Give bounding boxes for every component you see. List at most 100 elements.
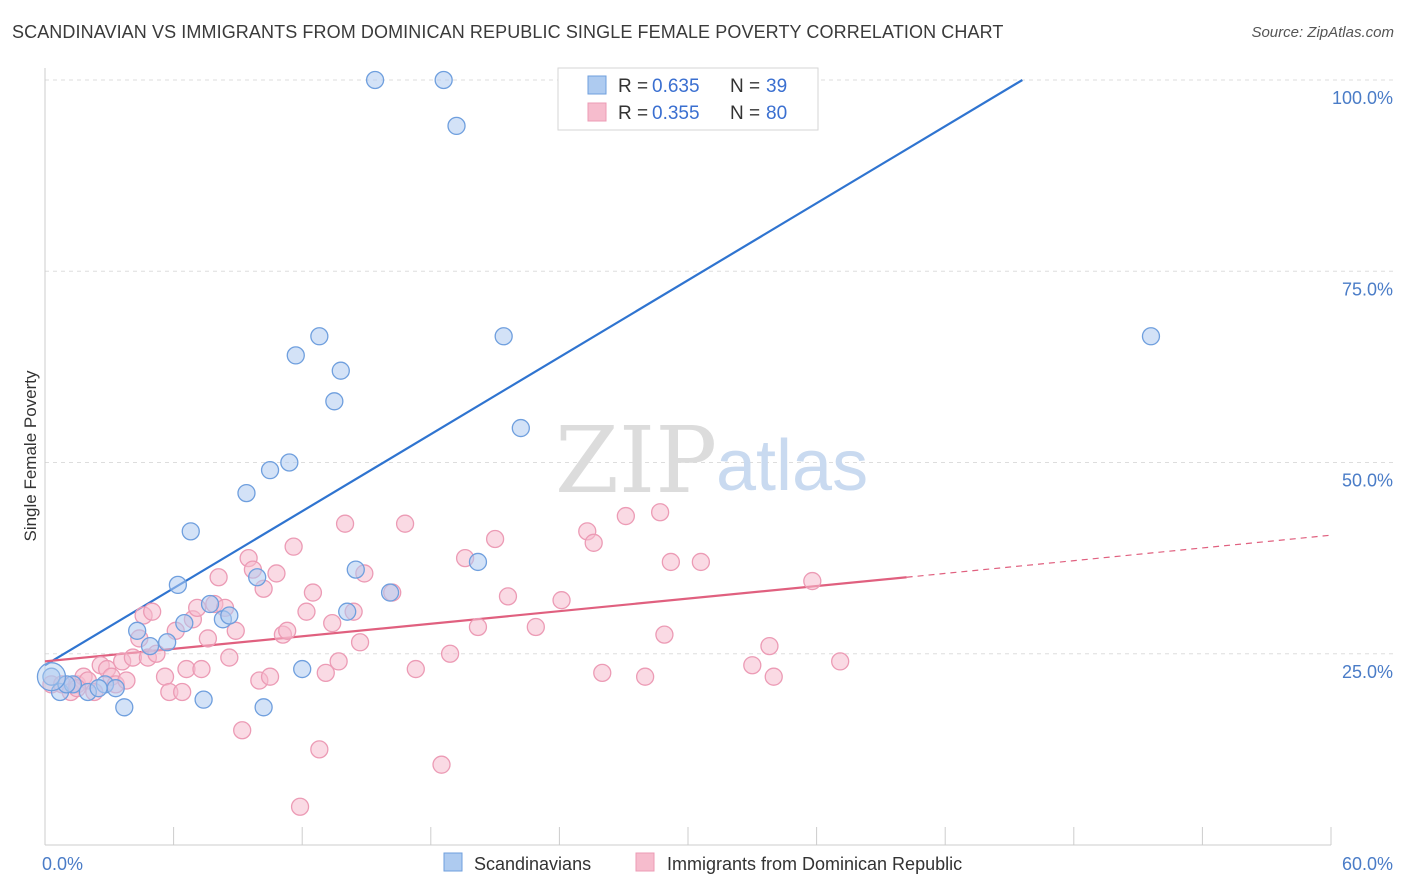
point-dominican-45 xyxy=(303,583,323,602)
point-dominican-43 xyxy=(290,797,310,816)
trend-line-scandinavians xyxy=(44,79,1023,667)
point-scandinavians-21 xyxy=(280,453,299,472)
point-dominican-72 xyxy=(661,552,681,572)
point-dominican-58 xyxy=(440,644,460,663)
point-dominican-29 xyxy=(209,568,228,587)
point-dominican-67 xyxy=(593,663,612,683)
point-dominican-32 xyxy=(226,621,245,640)
watermark-zip: ZIP xyxy=(555,407,717,514)
point-scandinavians-0 xyxy=(42,667,61,686)
point-scandinavians-12 xyxy=(181,522,200,541)
bottom-legend-label-scandinavians: Scandinavians xyxy=(474,854,591,874)
point-dominican-68 xyxy=(616,506,635,526)
point-scandinavians-19 xyxy=(254,698,273,717)
point-dominican-50 xyxy=(335,514,355,533)
trend-line-dominican-extension xyxy=(906,534,1332,578)
point-scandinavians-36 xyxy=(1141,327,1161,346)
point-dominican-63 xyxy=(526,617,545,637)
point-cluster-origin xyxy=(36,662,67,692)
point-dominican-77 xyxy=(803,571,822,591)
point-dominican-22 xyxy=(173,682,192,702)
point-dominican-47 xyxy=(316,663,335,683)
point-dominican-27 xyxy=(198,629,218,648)
point-scandinavians-26 xyxy=(331,361,350,380)
point-dominican-55 xyxy=(395,514,415,533)
point-dominican-46 xyxy=(310,740,329,759)
point-dominican-48 xyxy=(323,614,342,633)
point-dominican-62 xyxy=(498,587,518,606)
point-scandinavians-9 xyxy=(140,636,160,656)
point-dominican-71 xyxy=(655,625,674,644)
point-dominican-41 xyxy=(278,621,297,640)
point-scandinavians-27 xyxy=(338,602,357,621)
y-tick-label-25: 25.0% xyxy=(1342,662,1393,682)
x-tick-label-60: 60.0% xyxy=(1342,854,1393,874)
point-scandinavians-35 xyxy=(511,418,530,438)
point-dominican-78 xyxy=(831,652,850,671)
watermark: ZIP atlas xyxy=(555,407,868,514)
point-dominican-69 xyxy=(635,667,655,686)
point-scandinavians-7 xyxy=(128,621,147,640)
legend: R = 0.635 N = 39 R = 0.355 N = 80 xyxy=(557,67,819,131)
point-dominican-49 xyxy=(329,652,348,671)
point-dominican-17 xyxy=(143,602,162,621)
chart-source: Source: ZipAtlas.com xyxy=(1251,24,1394,41)
point-scandinavians-16 xyxy=(220,606,239,625)
point-scandinavians-10 xyxy=(175,614,194,633)
bottom-legend-label-dominican: Immigrants from Dominican Republic xyxy=(667,854,962,874)
legend-r-label-2: R = xyxy=(618,103,648,124)
point-scandinavians-22 xyxy=(286,346,305,365)
legend-r-value-1: 0.635 xyxy=(652,76,700,97)
point-scandinavians-5 xyxy=(115,698,134,717)
point-dominican-73 xyxy=(691,552,711,572)
y-tick-label-50: 50.0% xyxy=(1342,471,1393,491)
point-dominican-66 xyxy=(584,533,603,552)
point-scandinavians-17 xyxy=(237,483,256,503)
trend-lines xyxy=(44,79,1332,667)
legend-n-value-1: 39 xyxy=(766,76,787,97)
point-scandinavians-30 xyxy=(380,583,400,602)
point-scandinavians-11 xyxy=(168,575,188,595)
watermark-atlas: atlas xyxy=(716,426,868,506)
point-scandinavians-29 xyxy=(365,70,385,90)
point-scandinavians-31 xyxy=(434,70,453,90)
point-scandinavians-32 xyxy=(447,116,466,136)
tick-labels: 25.0% 50.0% 75.0% 100.0% 0.0% 60.0% xyxy=(42,88,1393,874)
point-dominican-56 xyxy=(406,659,425,679)
bottom-legend-swatch-scandinavians xyxy=(443,852,463,872)
point-scandinavians-20 xyxy=(260,460,280,480)
x-tick-label-0: 0.0% xyxy=(42,854,83,874)
point-scandinavians-37 xyxy=(57,675,76,694)
point-dominican-38 xyxy=(260,667,280,686)
point-scandinavians-14 xyxy=(200,594,220,614)
axes xyxy=(44,68,1332,846)
point-scandinavians-18 xyxy=(248,568,267,587)
bottom-legend: Scandinavians Immigrants from Dominican … xyxy=(443,852,962,874)
y-tick-label-100: 100.0% xyxy=(1332,88,1393,108)
point-dominican-42 xyxy=(284,537,303,556)
point-scandinavians-28 xyxy=(346,560,365,579)
bottom-legend-swatch-dominican xyxy=(635,852,655,872)
data-points xyxy=(36,70,1161,816)
point-scandinavians-34 xyxy=(494,327,513,346)
point-scandinavians-33 xyxy=(468,552,488,572)
point-dominican-31 xyxy=(220,648,239,667)
point-dominican-19 xyxy=(155,667,175,686)
chart-title: SCANDINAVIAN VS IMMIGRANTS FROM DOMINICA… xyxy=(12,22,1004,42)
point-dominican-26 xyxy=(192,659,211,679)
point-dominican-57 xyxy=(432,755,451,774)
point-dominican-64 xyxy=(552,591,571,610)
point-dominican-61 xyxy=(485,529,505,549)
point-dominican-39 xyxy=(267,564,286,583)
point-dominican-75 xyxy=(760,636,779,656)
point-scandinavians-23 xyxy=(293,659,312,679)
point-scandinavians-6 xyxy=(106,679,125,698)
legend-row-2: R = 0.355 N = 80 xyxy=(618,103,787,124)
point-scandinavians-13 xyxy=(194,690,213,709)
legend-swatch-scandinavians xyxy=(587,75,607,95)
y-axis-title: Single Female Poverty xyxy=(21,370,40,542)
legend-n-label-1: N = xyxy=(730,76,760,97)
point-dominican-76 xyxy=(764,667,783,686)
legend-swatch-dominican xyxy=(587,102,607,122)
